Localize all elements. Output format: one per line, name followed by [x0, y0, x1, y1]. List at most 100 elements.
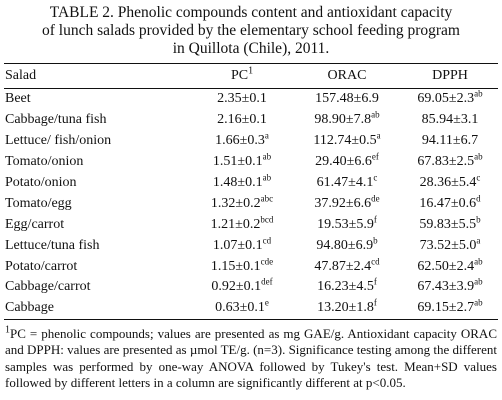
pc-value: 0.92±0.1: [211, 279, 262, 295]
orac-value: 94.80±6.9: [316, 237, 374, 253]
pc-cell: 1.21±0.2bcd: [192, 214, 292, 235]
orac-significance-letters: a: [376, 130, 381, 141]
salad-name: Lettuce/tuna fish: [5, 237, 100, 253]
pc-value: 2.35±0.1: [217, 91, 267, 107]
table-row: Lettuce/ fish/onion 1.66±0.3a 112.74±0.5a 9…: [4, 131, 498, 152]
pc-value: 1.07±0.1: [212, 237, 263, 253]
caption-line: TABLE 2. Phenolic compounds content and …: [49, 4, 453, 21]
table-body: Beet 2.35±0.1 157.48±6.9 69.05±2.3ab Cabbage…: [4, 89, 498, 320]
pc-significance-letters: a: [264, 130, 269, 141]
footnote-text: PC = phenolic compounds; values are pres…: [5, 325, 497, 391]
pc-cell: 1.15±0.1cde: [192, 256, 292, 277]
dpph-value: 67.83±2.5: [417, 154, 475, 170]
orac-cell: 13.20±1.8f: [292, 298, 402, 319]
header-pc-footnote-mark: 1: [248, 65, 254, 77]
pc-value: 1.15±0.1: [210, 258, 261, 274]
table-row: Potato/carrot 1.15±0.1cde 47.87±2.4cd 62.50…: [4, 256, 498, 277]
salad-name: Lettuce/ fish/onion: [5, 133, 112, 149]
pc-cell: 2.16±0.1: [192, 110, 292, 131]
table-row: Potato/onion 1.48±0.1ab 61.47±4.1c 28.36±5.…: [4, 173, 498, 194]
pc-significance-letters: cd: [262, 235, 272, 246]
header-dpph: DPPH: [432, 68, 468, 83]
pc-significance-letters: abc: [260, 193, 274, 204]
orac-cell: 94.80±6.9b: [292, 235, 402, 256]
table-row: Cabbage/tuna fish 2.16±0.1 98.90±7.8ab 85.9…: [4, 110, 498, 131]
dpph-significance-letters: c: [476, 172, 481, 183]
orac-significance-letters: ab: [371, 109, 380, 120]
table-row: Cabbage 0.63±0.1e 13.20±1.8f 69.15±2.7ab: [4, 298, 498, 320]
salad-name: Potato/onion: [5, 175, 77, 190]
orac-value: 19.53±5.9: [317, 216, 374, 232]
salad-name: Potato/carrot: [5, 258, 78, 274]
dpph-significance-letters: ab: [474, 297, 483, 308]
header-row: Salad PC1 ORAC DPPH: [4, 63, 498, 89]
dpph-cell: 16.47±0.6d: [402, 193, 498, 214]
dpph-value: 28.36±5.4: [419, 175, 477, 190]
pc-significance-letters: def: [261, 276, 273, 287]
salad-name: Tomato/egg: [5, 195, 72, 211]
salad-name: Cabbage: [5, 300, 54, 316]
orac-cell: 16.23±4.5f: [292, 277, 402, 298]
orac-cell: 112.74±0.5a: [292, 131, 402, 152]
table-row: Lettuce/tuna fish 1.07±0.1cd 94.80±6.9b 73.…: [4, 235, 498, 256]
orac-significance-letters: c: [373, 172, 378, 183]
pc-significance-letters: bcd: [260, 214, 274, 225]
header-salad: Salad: [5, 68, 37, 83]
pc-value: 2.16±0.1: [217, 112, 267, 128]
dpph-significance-letters: ab: [474, 255, 483, 266]
caption-line: of lunch salads provided by the elementa…: [42, 22, 460, 39]
dpph-significance-letters: ab: [474, 88, 483, 99]
header-orac: ORAC: [327, 68, 367, 83]
dpph-value: 85.94±3.1: [421, 112, 479, 128]
dpph-value: 69.05±2.3: [417, 91, 475, 107]
table-row: Egg/carrot 1.21±0.2bcd 19.53±5.9f 59.83±5.5…: [4, 214, 498, 235]
dpph-significance-letters: d: [476, 193, 481, 204]
dpph-cell: 59.83±5.5b: [402, 214, 498, 235]
dpph-cell: 94.11±6.7: [402, 131, 498, 152]
dpph-cell: 69.15±2.7ab: [402, 298, 498, 319]
orac-cell: 19.53±5.9f: [292, 214, 402, 235]
pc-value: 1.51±0.1: [212, 154, 263, 170]
orac-value: 98.90±7.8: [314, 112, 372, 128]
orac-significance-letters: b: [373, 235, 378, 246]
orac-value: 47.87±2.4: [314, 258, 372, 274]
dpph-value: 73.52±5.0: [419, 237, 477, 253]
pc-significance-letters: cde: [260, 255, 274, 266]
orac-cell: 29.40±6.6ef: [292, 152, 402, 173]
pc-cell: 1.07±0.1cd: [192, 235, 292, 256]
pc-value: 1.48±0.1: [212, 175, 263, 190]
dpph-significance-letters: ab: [474, 151, 483, 162]
dpph-cell: 69.05±2.3ab: [402, 89, 498, 110]
pc-cell: 2.35±0.1: [192, 89, 292, 110]
dpph-cell: 67.43±3.9ab: [402, 277, 498, 298]
dpph-cell: 62.50±2.4ab: [402, 256, 498, 277]
orac-significance-letters: f: [373, 297, 377, 308]
salad-name: Tomato/onion: [5, 154, 84, 170]
table-row: Cabbage/carrot 0.92±0.1def 16.23±4.5f 67.43…: [4, 277, 498, 298]
pc-cell: 0.63±0.1e: [192, 298, 292, 319]
orac-significance-letters: ef: [371, 151, 379, 162]
orac-value: 61.47±4.1: [316, 175, 374, 190]
salad-name: Egg/carrot: [5, 216, 65, 232]
pc-cell: 1.32±0.2abc: [192, 193, 292, 214]
pc-value: 0.63±0.1: [215, 300, 265, 316]
footnote-mark: 1: [5, 324, 10, 336]
dpph-value: 16.47±0.6: [419, 195, 477, 211]
results-table: Salad PC1 ORAC DPPH Beet 2.35±0.1 157.48±6…: [4, 63, 498, 320]
table-row: Tomato/egg 1.32±0.2abc 37.92±6.6de 16.47±0.…: [4, 193, 498, 214]
salad-name: Cabbage/tuna fish: [5, 112, 107, 128]
header-pc-label: PC: [230, 68, 249, 83]
pc-significance-letters: ab: [262, 151, 272, 162]
dpph-value: 67.43±3.9: [417, 279, 475, 295]
orac-value: 29.40±6.6: [315, 154, 372, 170]
salad-name: Cabbage/carrot: [5, 279, 91, 295]
orac-value: 157.48±6.9: [315, 91, 379, 107]
dpph-cell: 85.94±3.1: [402, 110, 498, 131]
orac-significance-letters: de: [371, 193, 380, 204]
dpph-value: 94.11±6.7: [421, 133, 479, 149]
orac-cell: 98.90±7.8ab: [292, 110, 402, 131]
orac-value: 16.23±4.5: [317, 279, 374, 295]
dpph-cell: 28.36±5.4c: [402, 173, 498, 194]
orac-cell: 61.47±4.1c: [292, 173, 402, 194]
orac-cell: 47.87±2.4cd: [292, 256, 402, 277]
